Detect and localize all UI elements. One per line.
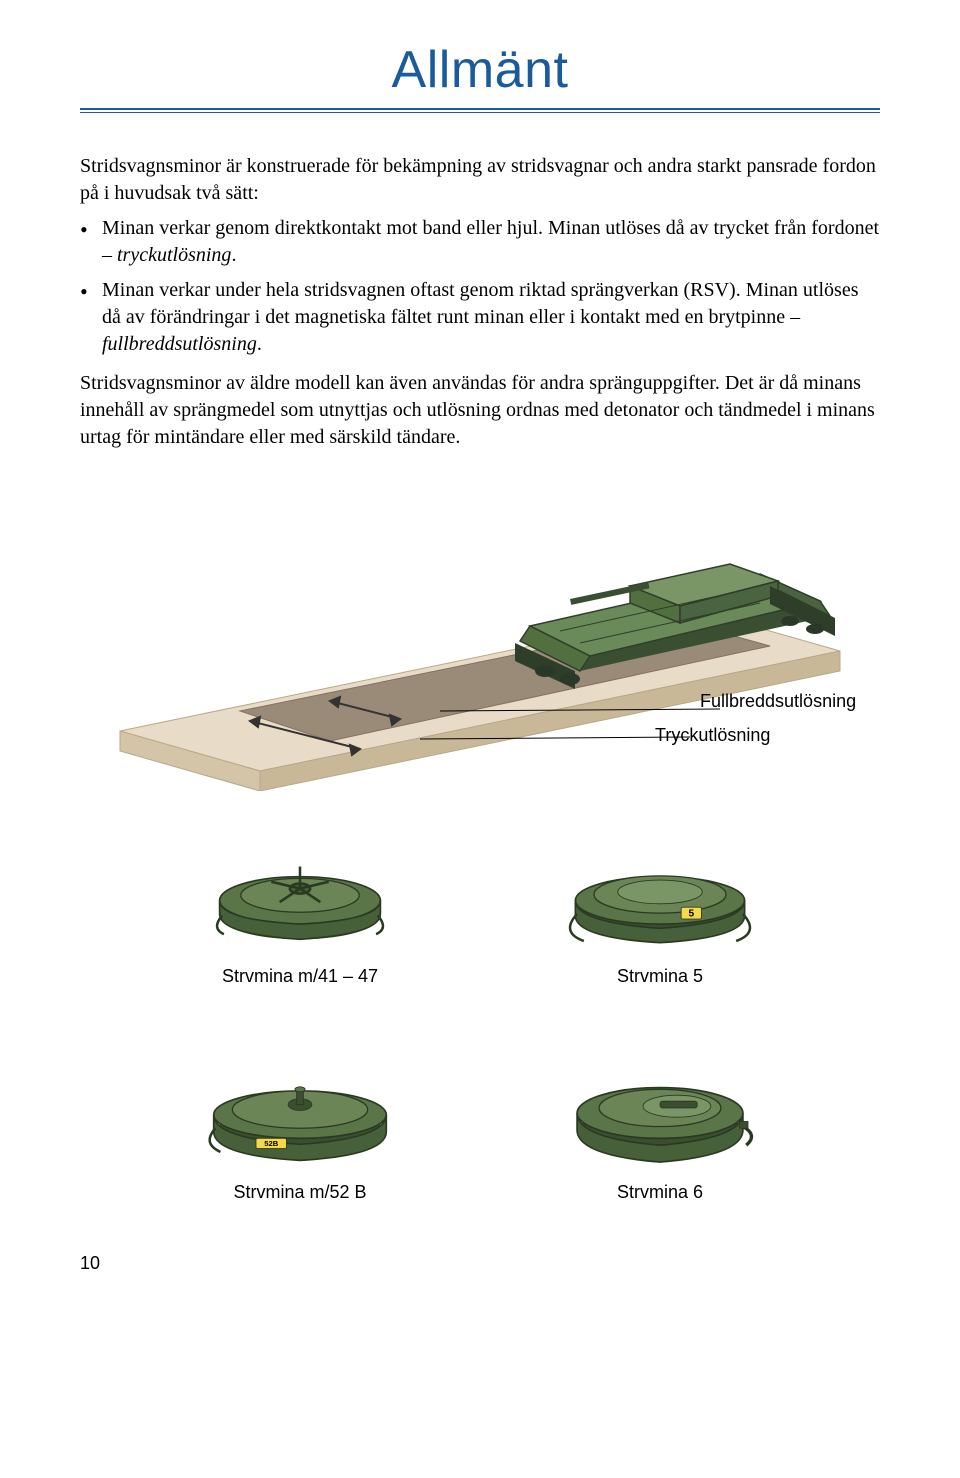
callout-fullbredd: Fullbreddsutlösning bbox=[700, 691, 856, 712]
page-number: 10 bbox=[80, 1253, 880, 1274]
bullet-text: Minan verkar under hela stridsvagnen oft… bbox=[102, 279, 858, 328]
mines-grid: Strvmina m/41 – 47 5 Strvmina 5 bbox=[80, 821, 880, 1203]
mine-item: Strvmina m/41 – 47 bbox=[170, 821, 430, 987]
title-underline bbox=[80, 108, 880, 113]
mine-label: Strvmina m/41 – 47 bbox=[170, 966, 430, 987]
mine-item: 52B Strvmina m/52 B bbox=[170, 1037, 430, 1203]
bullet-post: . bbox=[231, 244, 236, 266]
mine-label: Strvmina 6 bbox=[530, 1182, 790, 1203]
bullet-em: fullbreddsutlösning bbox=[102, 333, 257, 355]
mine-label: Strvmina 5 bbox=[530, 966, 790, 987]
tank-diagram: Fullbreddsutlösning Tryckutlösning bbox=[100, 491, 860, 791]
page-title: Allmänt bbox=[80, 40, 880, 100]
bullet-post: . bbox=[257, 333, 262, 355]
list-item: Minan verkar genom direktkontakt mot ban… bbox=[102, 215, 880, 269]
mine-label: Strvmina m/52 B bbox=[170, 1182, 430, 1203]
bullet-list: Minan verkar genom direktkontakt mot ban… bbox=[80, 215, 880, 358]
svg-text:52B: 52B bbox=[264, 1139, 278, 1148]
mine-item: 5 Strvmina 5 bbox=[530, 821, 790, 987]
svg-text:5: 5 bbox=[688, 908, 694, 919]
list-item: Minan verkar under hela stridsvagnen oft… bbox=[102, 277, 880, 358]
second-paragraph: Stridsvagnsminor av äldre modell kan äve… bbox=[80, 370, 880, 451]
intro-paragraph: Stridsvagnsminor är konstruerade för bek… bbox=[80, 153, 880, 207]
mine-item: Strvmina 6 bbox=[530, 1037, 790, 1203]
callout-tryck: Tryckutlösning bbox=[655, 725, 770, 746]
bullet-em: tryckutlösning bbox=[117, 244, 231, 266]
